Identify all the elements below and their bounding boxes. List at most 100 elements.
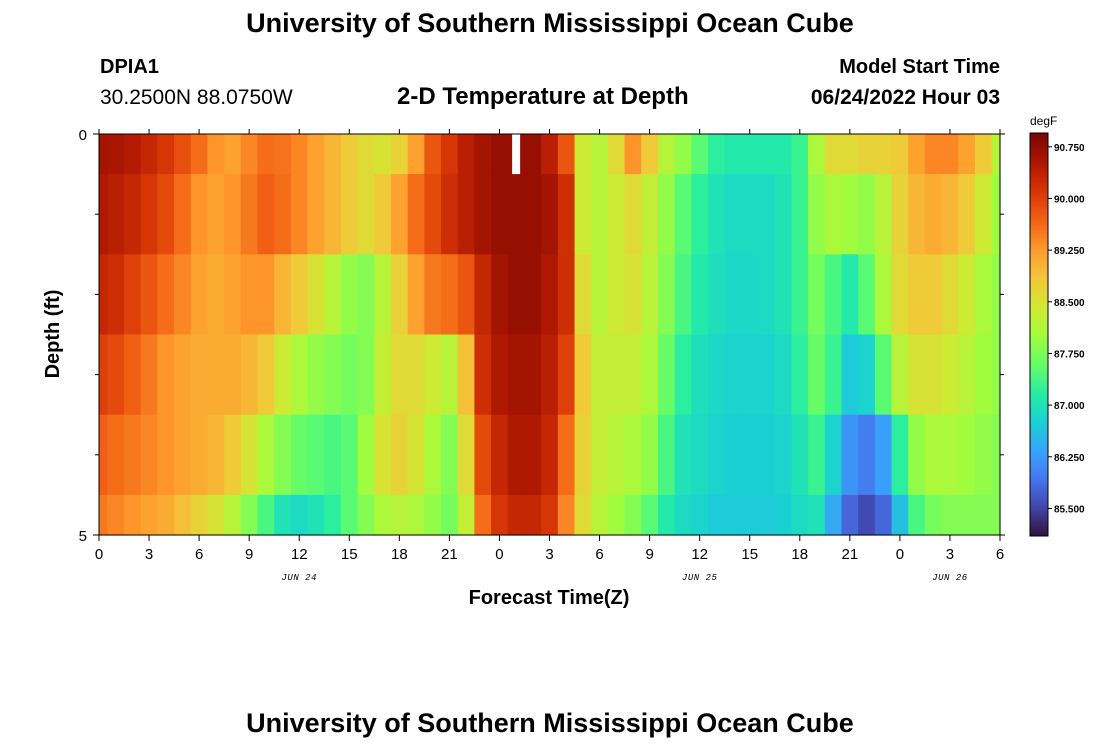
heatmap-cell xyxy=(357,334,375,416)
heatmap-cell xyxy=(641,174,659,255)
heatmap-cell xyxy=(908,414,926,496)
heatmap-cell xyxy=(791,134,809,175)
heatmap-cell xyxy=(257,254,275,336)
heatmap-cell xyxy=(774,494,793,536)
heatmap-cell xyxy=(774,334,793,416)
station-id: DPIA1 xyxy=(100,56,159,78)
heatmap-cell xyxy=(874,414,893,496)
heatmap-cell xyxy=(99,494,108,536)
heatmap-cell xyxy=(441,174,459,255)
heatmap-cell xyxy=(607,334,626,416)
heatmap-cell xyxy=(274,134,292,175)
heatmap-cell xyxy=(307,334,325,416)
heatmap-cell xyxy=(591,334,609,416)
heatmap-cell xyxy=(724,174,742,255)
heatmap-cell xyxy=(324,494,342,536)
heatmap-cell xyxy=(390,254,409,336)
heatmap-cell xyxy=(924,254,943,336)
heatmap-cell xyxy=(290,134,309,175)
heatmap-cell xyxy=(307,414,325,496)
x-tick-label: 6 xyxy=(195,546,203,563)
heatmap-cell xyxy=(674,134,692,175)
heatmap-cell xyxy=(741,134,759,175)
heatmap-cell xyxy=(140,134,158,175)
heatmap-cell xyxy=(958,254,976,336)
heatmap-cell xyxy=(474,414,492,496)
heatmap-cell xyxy=(290,494,309,536)
heatmap-cell xyxy=(340,134,359,175)
heatmap-cell xyxy=(257,334,275,416)
heatmap-cell xyxy=(824,414,843,496)
heatmap-cell xyxy=(474,334,492,416)
colorbar-ticks: 85.500 86.250 87.000 87.750 88.500 89.250 90.0… xyxy=(1048,143,1085,515)
heatmap-cell xyxy=(774,134,793,175)
heatmap-cell xyxy=(641,494,659,536)
heatmap-cell xyxy=(190,134,209,175)
heatmap-cell xyxy=(674,174,692,255)
heatmap-cell xyxy=(524,134,542,175)
heatmap-cell xyxy=(124,334,142,416)
heatmap-cell xyxy=(874,334,893,416)
heatmap-cell xyxy=(941,134,959,175)
heatmap-cell xyxy=(140,414,158,496)
heatmap-cell xyxy=(307,174,325,255)
heatmap-cell xyxy=(758,414,776,496)
heatmap-cell xyxy=(474,494,492,536)
model-start-label: Model Start Time xyxy=(839,56,1000,78)
heatmap-cell xyxy=(874,494,893,536)
heatmap-cell xyxy=(557,334,576,416)
heatmap-cell xyxy=(607,174,626,255)
heatmap-cell xyxy=(624,414,642,496)
x-tick-label: 21 xyxy=(841,546,858,563)
heatmap-cell xyxy=(374,334,392,416)
heatmap-cell xyxy=(808,334,826,416)
heatmap-cell xyxy=(207,134,225,175)
heatmap-cell xyxy=(457,494,476,536)
heatmap-cell xyxy=(407,134,425,175)
heatmap-cell xyxy=(157,134,175,175)
heatmap-cell xyxy=(107,254,125,336)
heatmap-cell xyxy=(390,414,409,496)
heatmap-cell xyxy=(407,254,425,336)
heatmap-cell xyxy=(207,254,225,336)
heatmap-cell xyxy=(240,494,259,536)
heatmap-cell xyxy=(791,414,809,496)
heatmap-cell xyxy=(958,494,976,536)
heatmap-cells xyxy=(99,134,1001,536)
heatmap-cell xyxy=(107,334,125,416)
heatmap-cell xyxy=(724,254,742,336)
heatmap-cell xyxy=(824,134,843,175)
colorbar-tick-label: 86.250 xyxy=(1054,453,1085,464)
heatmap-cell xyxy=(307,494,325,536)
heatmap-cell xyxy=(107,134,125,175)
x-tick-label: 3 xyxy=(145,546,153,563)
heatmap-cell xyxy=(390,134,409,175)
heatmap-cell xyxy=(257,134,275,175)
heatmap-cell xyxy=(774,174,793,255)
heatmap-cell xyxy=(340,494,359,536)
heatmap-cell xyxy=(908,494,926,536)
heatmap-cell xyxy=(474,254,492,336)
heatmap-cell xyxy=(808,254,826,336)
heatmap-cell xyxy=(491,334,509,416)
heatmap-cell xyxy=(390,174,409,255)
colorbar-tick-label: 90.750 xyxy=(1054,143,1085,154)
x-tick-label: 3 xyxy=(545,546,553,563)
heatmap-cell xyxy=(908,254,926,336)
date-label: JUN 26 xyxy=(932,573,968,583)
heatmap-cell xyxy=(157,174,175,255)
heatmap-cell xyxy=(240,414,259,496)
heatmap-cell xyxy=(174,334,192,416)
y-axis-label: Depth (ft) xyxy=(42,290,64,379)
heatmap-cell xyxy=(891,134,909,175)
x-tick-label: 18 xyxy=(791,546,808,563)
heatmap-cell xyxy=(140,334,158,416)
heatmap-cell xyxy=(791,334,809,416)
heatmap-cell xyxy=(557,254,576,336)
heatmap-cell xyxy=(207,414,225,496)
heatmap-cell xyxy=(407,174,425,255)
heatmap-cell xyxy=(99,254,108,336)
heatmap-cell xyxy=(708,334,726,416)
heatmap-cell xyxy=(574,334,592,416)
heatmap-cell xyxy=(290,174,309,255)
